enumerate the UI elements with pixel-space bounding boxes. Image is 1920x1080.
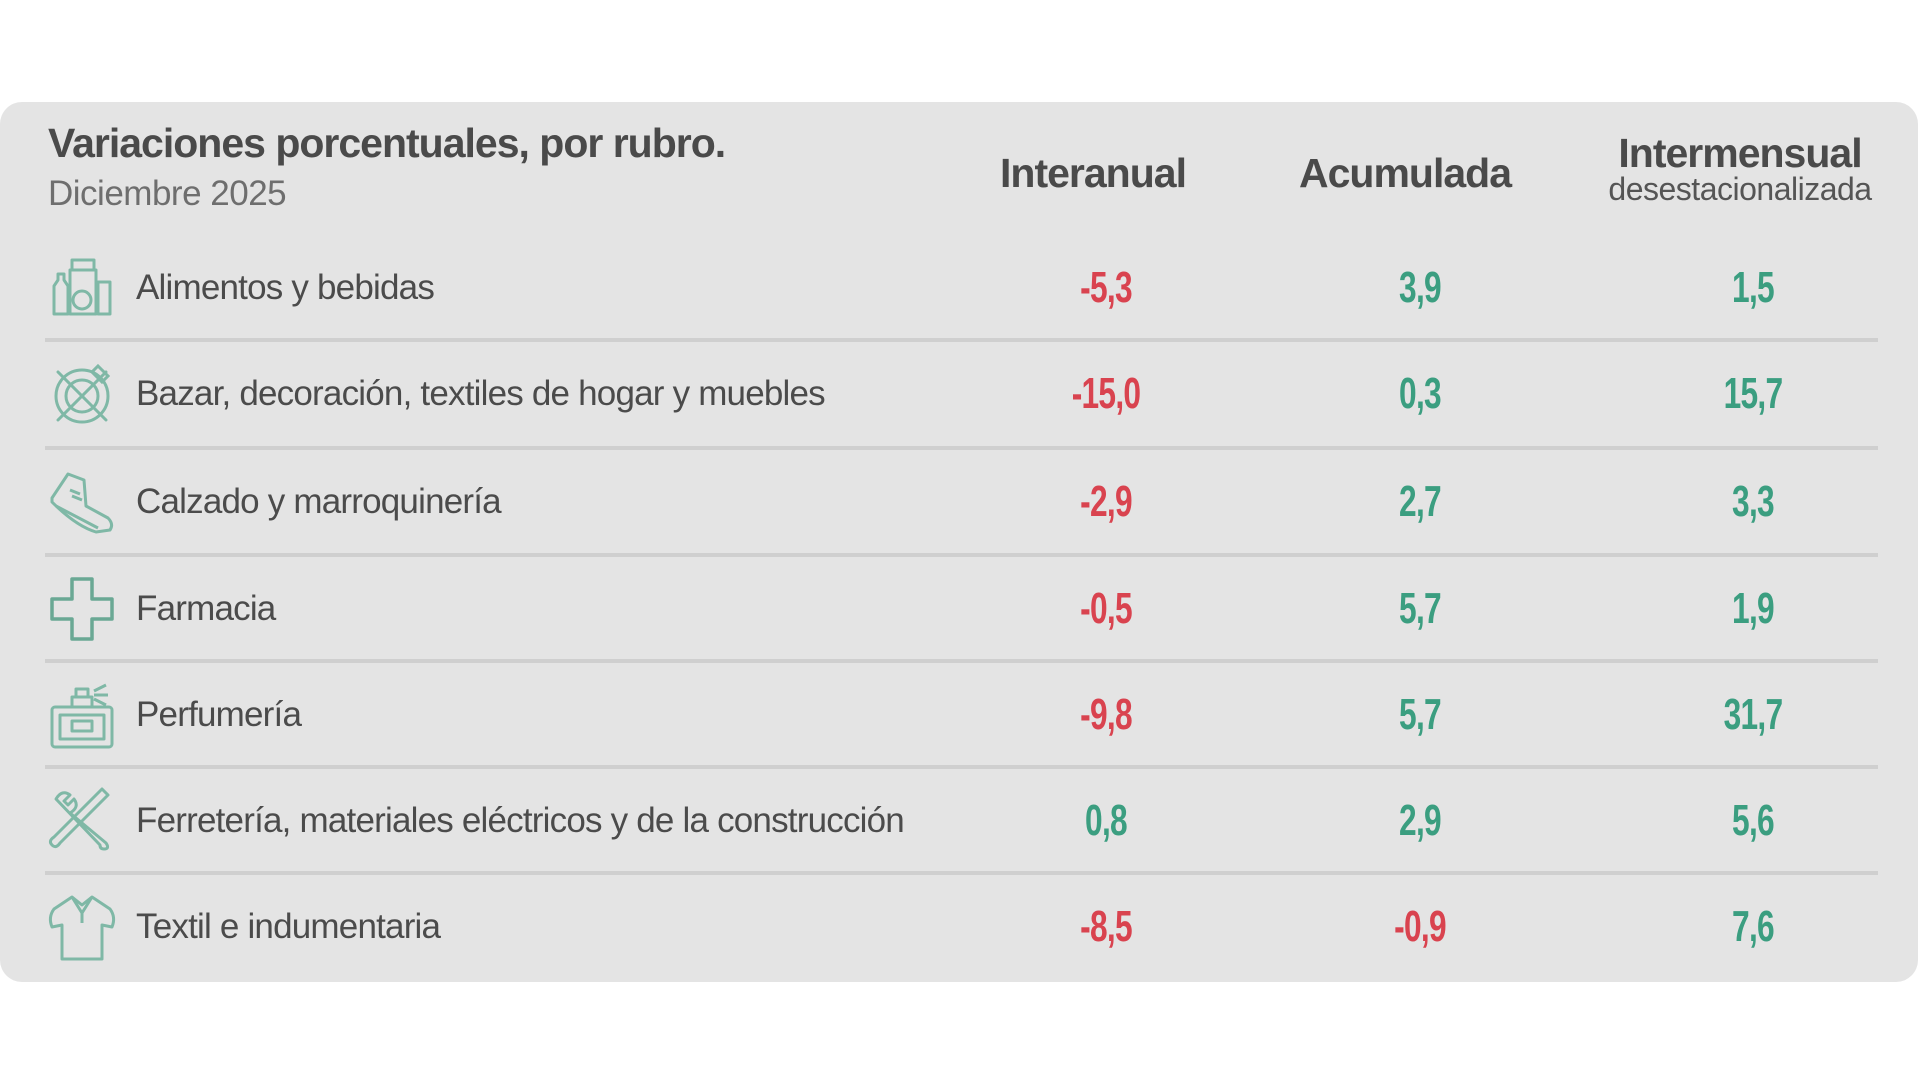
groceries-icon (46, 252, 118, 324)
row-divider (45, 659, 1878, 663)
column-subheader: desestacionalizada (1608, 171, 1872, 207)
row-divider (45, 871, 1878, 875)
value-interanual: -15,0 (1071, 369, 1141, 418)
value-acumulada: -0,9 (1394, 902, 1446, 951)
row-divider (45, 338, 1878, 342)
value-interanual: -0,5 (1080, 584, 1132, 633)
table-row: Calzado y marroquinería -2,9 2,7 3,3 (0, 449, 1918, 555)
value-interanual: -2,9 (1080, 477, 1132, 526)
pharmacy-cross-icon (46, 573, 118, 645)
row-divider (45, 765, 1878, 769)
row-label: Ferretería, materiales eléctricos y de l… (136, 801, 905, 840)
row-label: Perfumería (136, 695, 302, 734)
value-intermensual: 1,5 (1732, 263, 1775, 312)
tools-icon (46, 785, 118, 857)
value-acumulada: 2,7 (1399, 477, 1442, 526)
column-header-intermensual: Intermensual desestacionalizada (1608, 130, 1872, 207)
table-title: Variaciones porcentuales, por rubro. (48, 120, 726, 166)
table-row: Farmacia -0,5 5,7 1,9 (0, 556, 1918, 662)
column-header-acumulada: Acumulada (1299, 150, 1512, 196)
value-intermensual: 3,3 (1732, 477, 1775, 526)
value-intermensual: 1,9 (1732, 584, 1775, 633)
row-label: Calzado y marroquinería (136, 482, 502, 521)
value-interanual: -8,5 (1080, 902, 1132, 951)
value-acumulada: 5,7 (1399, 584, 1442, 633)
row-label: Bazar, decoración, textiles de hogar y m… (136, 374, 826, 413)
row-label: Farmacia (136, 589, 276, 628)
row-divider (45, 553, 1878, 557)
table-row: Ferretería, materiales eléctricos y de l… (0, 768, 1918, 874)
value-intermensual: 15,7 (1723, 369, 1783, 418)
table-row: Bazar, decoración, textiles de hogar y m… (0, 341, 1918, 447)
row-label: Alimentos y bebidas (136, 268, 435, 307)
value-intermensual: 5,6 (1732, 796, 1775, 845)
table-subtitle: Diciembre 2025 (48, 174, 287, 213)
table-row: Alimentos y bebidas -5,3 3,9 1,5 (0, 235, 1918, 341)
value-interanual: -9,8 (1080, 690, 1132, 739)
table-card (0, 102, 1918, 982)
value-interanual: 0,8 (1085, 796, 1128, 845)
row-label: Textil e indumentaria (136, 907, 441, 946)
value-acumulada: 5,7 (1399, 690, 1442, 739)
table-row: Perfumería -9,8 5,7 31,7 (0, 662, 1918, 768)
value-interanual: -5,3 (1080, 263, 1132, 312)
value-acumulada: 3,9 (1399, 263, 1442, 312)
column-header-interanual: Interanual (1000, 150, 1187, 196)
value-intermensual: 31,7 (1723, 690, 1783, 739)
row-divider (45, 446, 1878, 450)
shirt-icon (46, 891, 118, 963)
bazaar-utensils-icon (46, 358, 118, 430)
perfume-icon (46, 679, 118, 751)
value-intermensual: 7,6 (1732, 902, 1775, 951)
table-row: Textil e indumentaria -8,5 -0,9 7,6 (0, 874, 1918, 980)
value-acumulada: 2,9 (1399, 796, 1442, 845)
shoe-icon (46, 466, 118, 538)
value-acumulada: 0,3 (1399, 369, 1442, 418)
